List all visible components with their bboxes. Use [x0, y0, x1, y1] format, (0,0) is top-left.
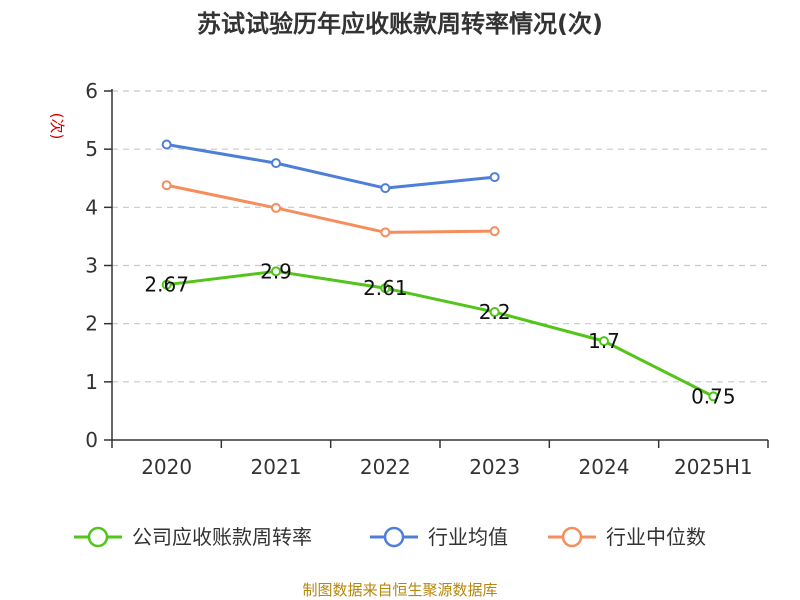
- data-point: [380, 183, 391, 194]
- data-point: [271, 158, 281, 169]
- data-point: [380, 283, 391, 294]
- data-point: [380, 227, 391, 238]
- series-line: [166, 143, 495, 190]
- chart-title: 苏试试验历年应收账款周转率情况(次): [197, 10, 603, 38]
- legend: 公司应收账款周转率 行业均值 行业中位数: [74, 525, 706, 549]
- legend-item: 公司应收账款周转率: [74, 525, 312, 549]
- series-line: [166, 183, 495, 234]
- series-line: [166, 269, 715, 398]
- y-axis-label: (次): [48, 113, 66, 140]
- y-tick-label: 1: [85, 370, 98, 394]
- legend-label: 公司应收账款周转率: [132, 525, 312, 549]
- data-point: [271, 266, 281, 277]
- y-tick-label: 5: [85, 137, 98, 161]
- series-0: [161, 266, 719, 402]
- data-point: [489, 307, 500, 318]
- series-group: [161, 139, 719, 402]
- y-tick-label: 6: [85, 79, 98, 103]
- data-label: 2.2: [479, 300, 511, 324]
- data-point: [599, 336, 609, 347]
- x-tick-label: 2025H1: [674, 455, 753, 479]
- series-1: [161, 139, 500, 194]
- x-tick-label: 2024: [579, 455, 630, 479]
- legend-swatch-marker: [383, 526, 405, 548]
- legend-swatch-marker: [561, 526, 583, 548]
- data-point: [271, 202, 281, 213]
- x-tick-label: 2023: [469, 455, 520, 479]
- x-tick-label: 2020: [141, 455, 192, 479]
- data-labels: 2.67 2.9 2.61 2.2 1.7 0.75: [144, 259, 735, 408]
- grid-lines: [112, 90, 768, 383]
- data-label: 2.67: [144, 273, 189, 297]
- y-tick-label: 4: [85, 195, 98, 219]
- y-tick-label: 3: [85, 254, 98, 278]
- legend-item: 行业中位数: [548, 525, 706, 549]
- x-tick-label: 2021: [251, 455, 302, 479]
- data-point: [489, 172, 500, 183]
- data-point: [161, 279, 172, 290]
- legend-swatch-marker: [87, 526, 109, 548]
- source-note: 制图数据来自恒生聚源数据库: [302, 581, 497, 599]
- series-2: [161, 180, 500, 238]
- data-point: [489, 226, 500, 237]
- data-label: 0.75: [691, 384, 736, 408]
- legend-label: 行业均值: [428, 525, 508, 549]
- x-tick-label: 2022: [360, 455, 411, 479]
- data-point: [708, 391, 719, 402]
- data-label: 1.7: [588, 329, 620, 353]
- data-point: [161, 180, 172, 191]
- data-label: 2.61: [363, 276, 408, 300]
- data-point: [161, 139, 172, 150]
- y-tick-labels: 0 1 2 3 4 5 6: [85, 79, 98, 452]
- legend-item: 行业均值: [370, 525, 508, 549]
- axes: [104, 89, 769, 448]
- x-tick-labels: 2020 2021 2022 2023 2024 2025H1: [141, 455, 752, 479]
- y-tick-label: 0: [85, 428, 98, 452]
- legend-label: 行业中位数: [606, 525, 706, 549]
- data-label: 2.9: [260, 259, 292, 283]
- y-tick-label: 2: [85, 312, 98, 336]
